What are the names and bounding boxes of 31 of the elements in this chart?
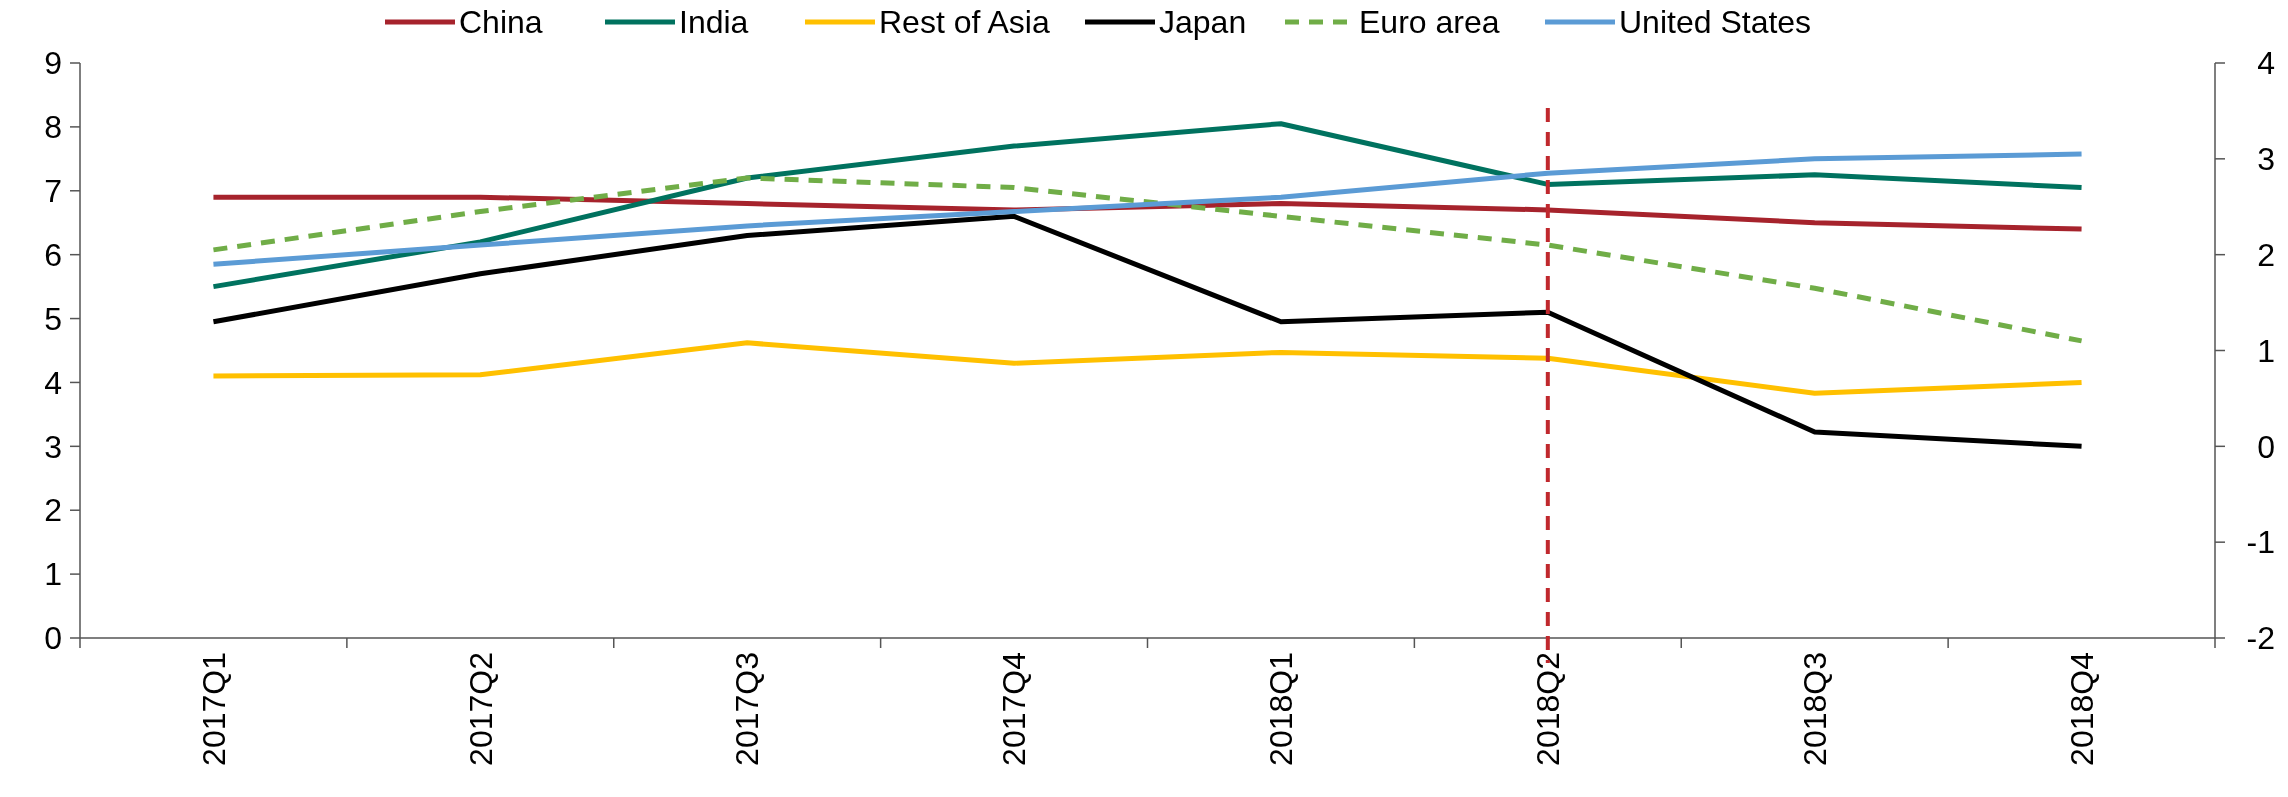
y2-tick-label: -1 xyxy=(2246,524,2275,561)
legend-label: United States xyxy=(1619,4,1812,41)
x-tick-label: 2017Q2 xyxy=(462,652,499,766)
legend-label: Japan xyxy=(1159,4,1247,41)
y-tick-label: 4 xyxy=(44,364,62,401)
x-tick-label: 2018Q2 xyxy=(1530,652,1567,766)
y-tick-label: 6 xyxy=(44,236,62,273)
y2-tick-label: 2 xyxy=(2257,236,2275,273)
y2-tick-label: 3 xyxy=(2257,141,2275,178)
x-tick-label: 2017Q3 xyxy=(729,652,766,766)
x-tick-label: 2018Q3 xyxy=(1796,652,1833,766)
y-tick-label: 5 xyxy=(44,300,62,337)
x-tick-label: 2017Q4 xyxy=(996,652,1033,766)
y-tick-label: 8 xyxy=(44,109,62,146)
legend-label: Rest of Asia xyxy=(879,4,1050,41)
y-tick-label: 7 xyxy=(44,172,62,209)
y-tick-label: 1 xyxy=(44,556,62,593)
x-tick-label: 2018Q1 xyxy=(1263,652,1300,766)
y-tick-label: 9 xyxy=(44,45,62,82)
y-tick-label: 0 xyxy=(44,620,62,657)
y2-tick-label: 4 xyxy=(2257,45,2275,82)
legend-label: Euro area xyxy=(1359,4,1500,41)
y-tick-label: 3 xyxy=(44,428,62,465)
x-tick-label: 2018Q4 xyxy=(2063,652,2100,766)
legend-label: India xyxy=(679,4,749,41)
y2-tick-label: 0 xyxy=(2257,428,2275,465)
y2-tick-label: -2 xyxy=(2246,620,2275,657)
legend-label: China xyxy=(459,4,543,41)
y2-tick-label: 1 xyxy=(2257,332,2275,369)
y-tick-label: 2 xyxy=(44,492,62,529)
x-tick-label: 2017Q1 xyxy=(195,652,232,766)
